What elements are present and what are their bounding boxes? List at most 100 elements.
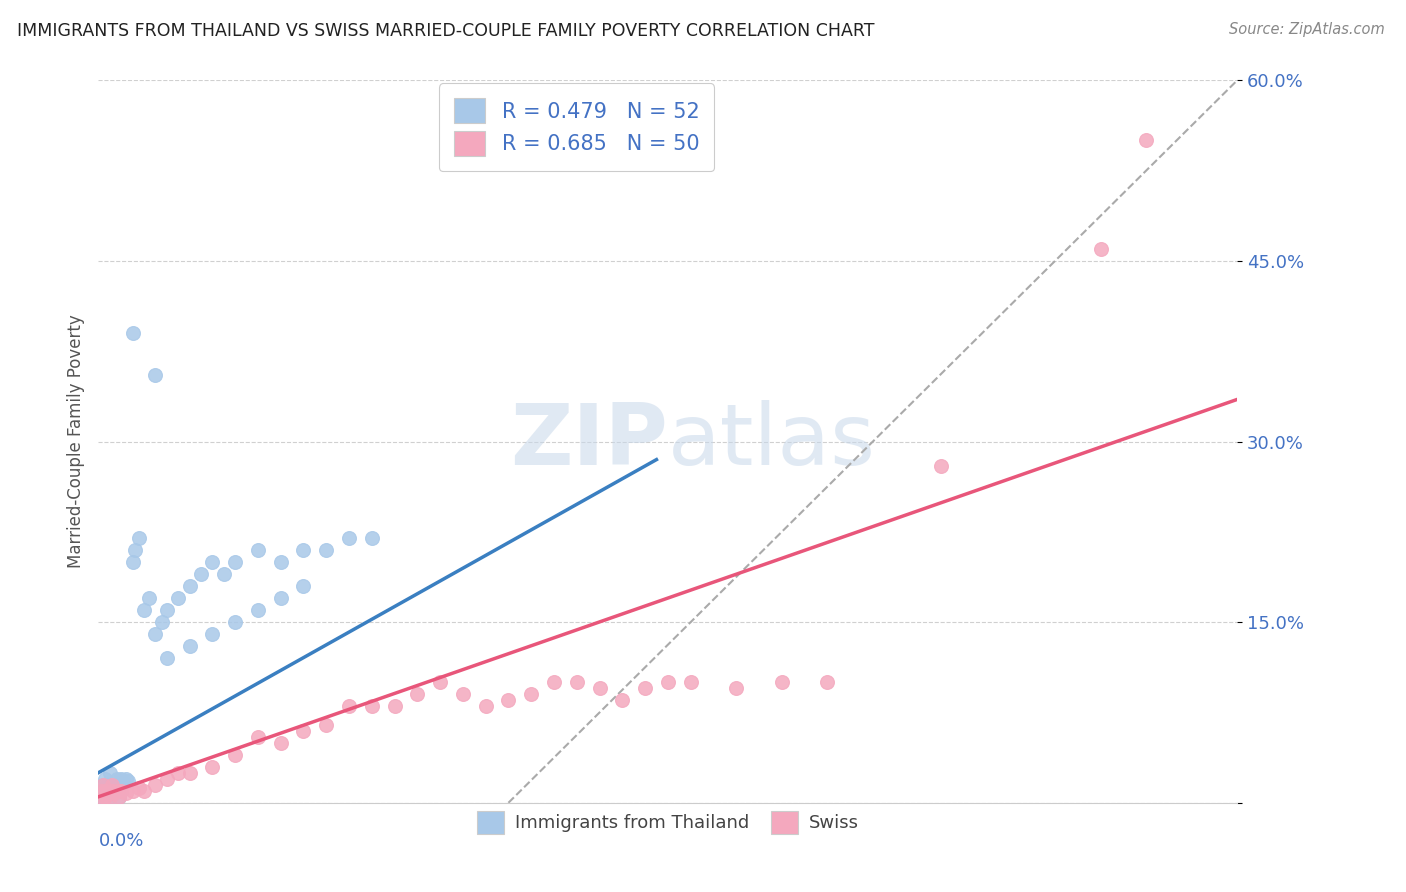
Text: ZIP: ZIP	[510, 400, 668, 483]
Point	[612, 693, 634, 707]
Point	[138, 591, 160, 605]
Point	[224, 555, 246, 569]
Point	[108, 789, 131, 804]
Point	[451, 687, 474, 701]
Point	[246, 730, 269, 744]
Point	[105, 784, 128, 798]
Point	[179, 639, 201, 653]
Point	[94, 786, 117, 800]
Point	[103, 786, 125, 800]
Point	[121, 326, 143, 340]
Point	[270, 591, 292, 605]
Point	[132, 784, 155, 798]
Point	[108, 778, 131, 792]
Point	[117, 774, 139, 789]
Point	[634, 681, 657, 696]
Point	[406, 687, 429, 701]
Point	[103, 786, 125, 800]
Point	[94, 789, 117, 804]
Point	[145, 368, 167, 383]
Point	[190, 567, 212, 582]
Point	[156, 603, 179, 617]
Point	[212, 567, 235, 582]
Point	[201, 555, 224, 569]
Point	[179, 579, 201, 593]
Point	[90, 784, 112, 798]
Point	[224, 615, 246, 630]
Point	[224, 747, 246, 762]
Point	[815, 675, 838, 690]
Point	[246, 603, 269, 617]
Point	[101, 784, 124, 798]
Point	[103, 781, 125, 796]
Point	[156, 772, 179, 786]
Point	[101, 784, 124, 798]
Legend: Immigrants from Thailand, Swiss: Immigrants from Thailand, Swiss	[470, 805, 866, 841]
Point	[121, 784, 143, 798]
Point	[201, 627, 224, 641]
Point	[201, 760, 224, 774]
Point	[520, 687, 543, 701]
Point	[101, 778, 124, 792]
Point	[94, 772, 117, 786]
Point	[270, 555, 292, 569]
Point	[292, 579, 315, 593]
Point	[114, 772, 136, 786]
Point	[128, 531, 150, 545]
Point	[132, 603, 155, 617]
Point	[929, 458, 952, 473]
Point	[360, 699, 382, 714]
Point	[150, 615, 173, 630]
Point	[90, 784, 112, 798]
Point	[110, 784, 132, 798]
Point	[90, 789, 112, 804]
Point	[101, 778, 124, 792]
Point	[105, 784, 128, 798]
Point	[105, 772, 128, 786]
Point	[96, 778, 118, 792]
Point	[124, 542, 146, 557]
Point	[91, 778, 114, 792]
Point	[725, 681, 748, 696]
Point	[114, 786, 136, 800]
Point	[360, 531, 382, 545]
Point	[770, 675, 793, 690]
Point	[1090, 242, 1112, 256]
Point	[145, 778, 167, 792]
Y-axis label: Married-Couple Family Poverty: Married-Couple Family Poverty	[66, 315, 84, 568]
Point	[679, 675, 702, 690]
Point	[167, 765, 190, 780]
Point	[167, 591, 190, 605]
Point	[108, 789, 131, 804]
Point	[91, 786, 114, 800]
Point	[128, 781, 150, 796]
Point	[270, 735, 292, 749]
Point	[110, 772, 132, 786]
Point	[315, 717, 337, 731]
Point	[98, 765, 121, 780]
Point	[145, 627, 167, 641]
Point	[657, 675, 679, 690]
Point	[91, 789, 114, 804]
Point	[96, 786, 118, 800]
Point	[1135, 133, 1157, 147]
Point	[121, 555, 143, 569]
Point	[565, 675, 588, 690]
Text: 0.0%: 0.0%	[98, 831, 143, 850]
Point	[498, 693, 520, 707]
Text: Source: ZipAtlas.com: Source: ZipAtlas.com	[1229, 22, 1385, 37]
Point	[315, 542, 337, 557]
Point	[91, 778, 114, 792]
Point	[337, 531, 360, 545]
Point	[179, 765, 201, 780]
Point	[112, 774, 135, 789]
Point	[474, 699, 496, 714]
Point	[384, 699, 406, 714]
Point	[156, 651, 179, 665]
Point	[110, 784, 132, 798]
Point	[246, 542, 269, 557]
Point	[429, 675, 451, 690]
Point	[337, 699, 360, 714]
Point	[543, 675, 565, 690]
Point	[98, 789, 121, 804]
